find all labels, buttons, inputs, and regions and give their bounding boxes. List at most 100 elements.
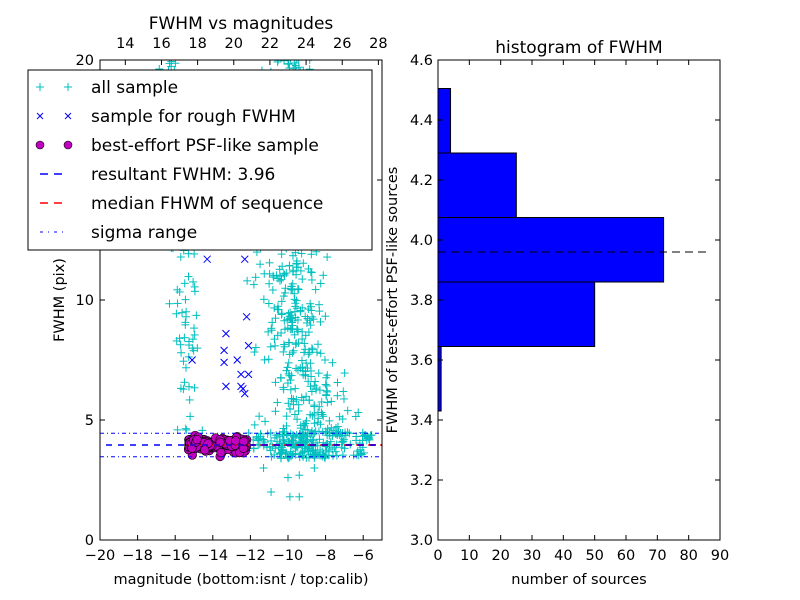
all-sample-point xyxy=(300,339,309,348)
all-sample-point xyxy=(325,416,334,425)
all-sample-point xyxy=(278,430,287,439)
all-sample-point xyxy=(279,347,288,356)
rough-sample-point xyxy=(240,389,249,398)
all-sample-point xyxy=(311,377,320,386)
scatter-ticks: −20−18−16−14−12−10−8−6051015201416182022… xyxy=(76,36,388,564)
all-sample-point xyxy=(310,419,319,428)
all-sample-point xyxy=(351,412,360,421)
all-sample-point xyxy=(303,437,312,446)
all-sample-point xyxy=(274,305,283,314)
all-sample-point xyxy=(267,488,276,496)
y-tick-label: 4.0 xyxy=(410,233,433,249)
all-sample-point xyxy=(277,454,286,463)
all-sample-point xyxy=(318,410,327,419)
all-sample-point xyxy=(190,287,199,296)
legend-label: sample for rough FWHM xyxy=(91,107,296,127)
all-sample-point xyxy=(266,342,275,351)
all-sample-point xyxy=(265,279,274,288)
scatter-xlabel: magnitude (bottom:isnt / top:calib) xyxy=(113,572,368,588)
histogram-panel: 0 10 20 30 40 50 60 70 80 90 3.0 3.2 3.4 3.6 3.8 4.0 4.2… xyxy=(385,38,729,588)
all-sample-point xyxy=(303,364,312,373)
all-sample-point xyxy=(304,350,313,359)
legend-entry: sample for rough FWHM xyxy=(36,107,296,127)
all-sample-point xyxy=(293,366,302,375)
histogram-ticks: 0 10 20 30 40 50 60 70 80 90 3.0 3.2 3.4 3.6 3.8 4.0 4.2… xyxy=(410,53,729,564)
psf-sample-point xyxy=(200,445,210,455)
all-sample-point xyxy=(295,471,304,480)
all-sample-point xyxy=(176,384,185,393)
all-sample-point xyxy=(181,320,190,329)
all-sample-point xyxy=(324,451,333,460)
all-sample-point xyxy=(264,299,273,308)
all-sample-point xyxy=(308,411,317,420)
all-sample-point xyxy=(295,492,304,501)
rough-sample-point xyxy=(239,384,247,393)
all-sample-point xyxy=(172,309,181,318)
x-tick-label: 90 xyxy=(711,548,729,564)
all-sample-point xyxy=(288,451,297,460)
all-sample-point xyxy=(333,378,342,387)
all-sample-point xyxy=(190,383,199,392)
all-sample-point xyxy=(297,356,306,365)
all-sample-point xyxy=(296,421,305,430)
legend-entry: sigma range xyxy=(40,223,197,243)
all-sample-point xyxy=(190,324,199,333)
all-sample-point xyxy=(332,451,341,460)
all-sample-point xyxy=(271,341,280,350)
all-sample-point xyxy=(292,263,301,272)
all-sample-point xyxy=(261,417,270,426)
all-sample-point xyxy=(185,395,194,404)
legend-entry: all sample xyxy=(36,78,178,98)
all-sample-point xyxy=(277,449,286,458)
all-sample-point xyxy=(260,355,269,364)
all-sample-point xyxy=(277,297,286,306)
all-sample-point xyxy=(193,344,202,353)
legend-circle-icon xyxy=(35,140,45,150)
top-x-tick-label: 26 xyxy=(333,36,351,52)
all-sample-point xyxy=(316,317,325,326)
all-sample-point xyxy=(271,378,280,387)
legend-circle-icon xyxy=(63,140,73,150)
all-sample-point xyxy=(270,335,279,344)
histogram-plot-area xyxy=(437,88,711,412)
all-sample-point xyxy=(251,273,260,282)
rough-sample-point xyxy=(244,341,253,350)
x-tick-label: 10 xyxy=(460,548,478,564)
all-sample-point xyxy=(180,333,189,342)
all-sample-point xyxy=(264,327,273,336)
all-sample-point xyxy=(289,267,298,276)
histogram-xlabel: number of sources xyxy=(511,572,647,588)
x-tick-label: −12 xyxy=(235,548,266,564)
all-sample-point xyxy=(176,340,185,349)
all-sample-point xyxy=(289,346,298,355)
all-sample-point xyxy=(306,321,315,330)
all-sample-point xyxy=(343,406,352,415)
all-sample-point xyxy=(307,250,316,259)
all-sample-point xyxy=(289,60,291,63)
all-sample-point xyxy=(286,314,295,323)
all-sample-point xyxy=(184,382,193,391)
all-sample-point xyxy=(285,338,294,347)
all-sample-point xyxy=(292,339,301,348)
all-sample-point xyxy=(179,357,188,366)
top-x-tick-label: 24 xyxy=(297,36,315,52)
all-sample-point xyxy=(250,420,259,429)
top-x-tick-label: 16 xyxy=(152,36,170,52)
all-sample-point xyxy=(323,253,332,262)
all-sample-point xyxy=(358,428,367,437)
all-sample-point xyxy=(289,431,298,440)
y-tick-label: 3.0 xyxy=(410,533,433,549)
all-sample-point xyxy=(265,258,274,267)
all-sample-point xyxy=(293,316,302,325)
all-sample-point xyxy=(310,402,319,411)
all-sample-point xyxy=(256,429,265,438)
all-sample-point xyxy=(343,428,352,437)
all-sample-point xyxy=(273,398,282,407)
all-sample-point xyxy=(273,302,282,311)
all-sample-point xyxy=(284,369,293,378)
y-tick-label: 4.4 xyxy=(410,113,433,129)
all-sample-point xyxy=(285,261,294,270)
all-sample-point xyxy=(281,288,290,297)
all-sample-point xyxy=(184,272,193,281)
